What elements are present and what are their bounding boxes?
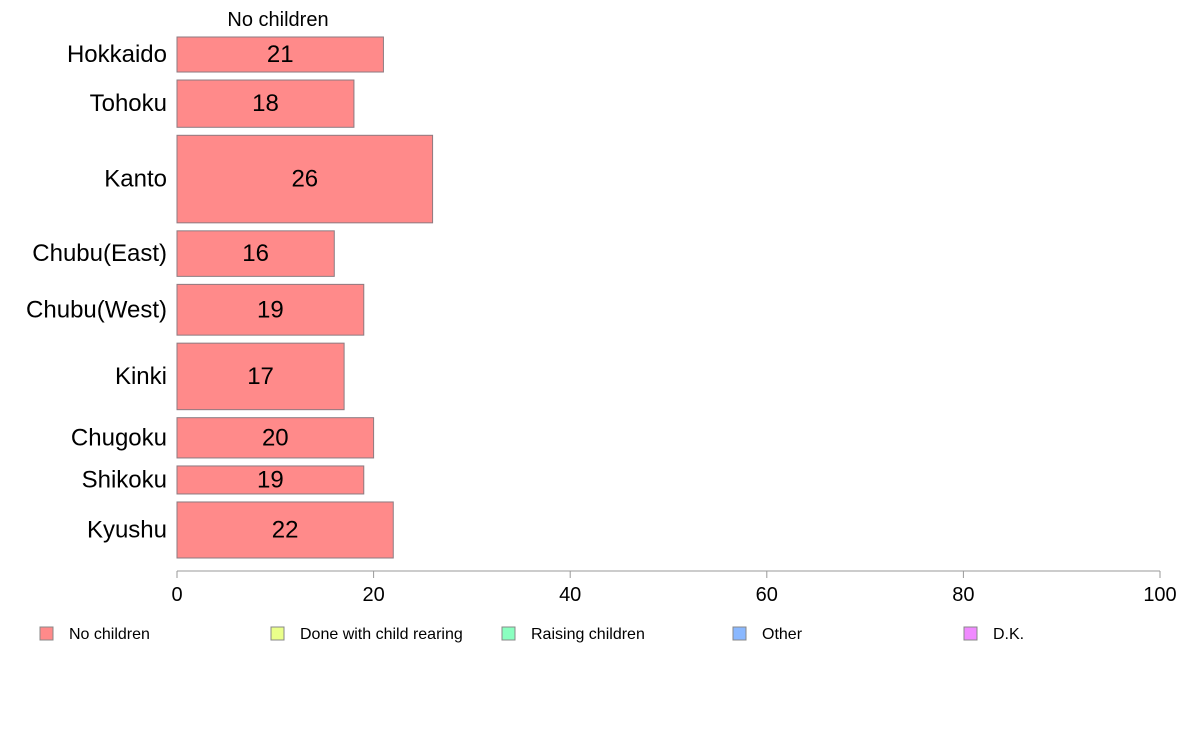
category-label: Hokkaido	[67, 41, 167, 68]
value-label: 19	[257, 296, 284, 323]
value-label: 18	[252, 90, 279, 117]
value-label: 17	[247, 363, 274, 390]
category-label: Tohoku	[90, 90, 167, 117]
category-label: Kinki	[115, 363, 167, 390]
x-tick-label: 40	[559, 584, 581, 606]
legend-swatch	[732, 626, 747, 641]
category-label: Shikoku	[82, 466, 167, 493]
value-label: 16	[242, 240, 269, 267]
x-tick-label: 100	[1143, 584, 1176, 606]
bar-kanto	[176, 134, 434, 224]
bar-kyushu	[176, 501, 394, 559]
x-tick-label: 60	[756, 584, 778, 606]
legend-swatch	[501, 626, 516, 641]
category-label: Chubu(East)	[32, 240, 167, 267]
bar-kinki	[176, 342, 345, 411]
legend-swatch	[39, 626, 54, 641]
value-label: 26	[291, 166, 318, 193]
legend-label: No children	[69, 626, 150, 643]
value-label: 22	[272, 516, 299, 543]
legend-label: Done with child rearing	[300, 626, 463, 643]
legend-label: Raising children	[531, 626, 645, 643]
bar-hokkaido	[176, 36, 384, 73]
x-tick-label: 80	[952, 584, 974, 606]
bar-shikoku	[176, 465, 365, 495]
category-label: Chugoku	[71, 424, 167, 451]
column-title: No children	[227, 9, 328, 31]
category-label: Chubu(West)	[26, 296, 167, 323]
legend: No children Done with child rearing Raisin…	[39, 626, 1024, 643]
bar-chubu-west-	[176, 283, 365, 336]
value-label: 19	[257, 466, 284, 493]
bar-tohoku	[176, 79, 355, 128]
x-axis: 0 20 40 60 80 100	[171, 570, 1177, 606]
category-label: Kyushu	[87, 516, 167, 543]
bars-group: Hokkaido 21 Tohoku 18 Kanto 26 Chubu(East) 16 Ch…	[26, 36, 434, 559]
value-label: 21	[267, 41, 294, 68]
category-label: Kanto	[104, 166, 167, 193]
legend-swatch	[270, 626, 285, 641]
legend-label: D.K.	[993, 626, 1024, 643]
bar-chugoku	[176, 417, 375, 459]
bar-chubu-east-	[176, 230, 335, 277]
value-label: 20	[262, 424, 289, 451]
x-tick-label: 0	[171, 584, 182, 606]
legend-label: Other	[762, 626, 803, 643]
x-tick-label: 20	[362, 584, 384, 606]
legend-swatch	[963, 626, 978, 641]
